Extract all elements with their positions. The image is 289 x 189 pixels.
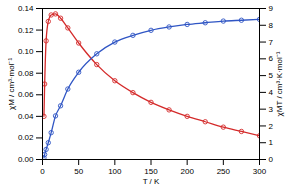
svg-text:0.10: 0.10 <box>18 47 34 56</box>
svg-text:1: 1 <box>269 138 274 147</box>
svg-text:4: 4 <box>269 88 274 97</box>
svg-text:χMT / cm³·K·mol⁻¹: χMT / cm³·K·mol⁻¹ <box>275 51 284 116</box>
svg-text:0.04: 0.04 <box>18 112 34 121</box>
svg-text:300: 300 <box>253 167 267 176</box>
svg-text:6: 6 <box>269 54 274 63</box>
svg-text:100: 100 <box>108 167 122 176</box>
svg-text:0.06: 0.06 <box>18 90 34 99</box>
svg-text:5: 5 <box>269 71 274 80</box>
svg-text:7: 7 <box>269 38 274 47</box>
svg-text:0.14: 0.14 <box>18 4 34 13</box>
svg-text:2: 2 <box>269 122 274 131</box>
svg-text:250: 250 <box>217 167 231 176</box>
svg-text:0.02: 0.02 <box>18 133 34 142</box>
svg-text:0.00: 0.00 <box>18 155 34 164</box>
svg-text:0: 0 <box>40 167 45 176</box>
svg-text:T / K: T / K <box>143 177 160 186</box>
svg-text:9: 9 <box>269 4 274 13</box>
svg-text:0.08: 0.08 <box>18 69 34 78</box>
svg-text:150: 150 <box>144 167 158 176</box>
svg-text:0: 0 <box>269 155 274 164</box>
svg-text:8: 8 <box>269 21 274 30</box>
svg-text:200: 200 <box>180 167 194 176</box>
svg-text:χM / cm³·mol⁻¹: χM / cm³·mol⁻¹ <box>7 58 16 110</box>
svg-text:50: 50 <box>74 167 83 176</box>
svg-text:0.12: 0.12 <box>18 26 34 35</box>
svg-text:3: 3 <box>269 105 274 114</box>
